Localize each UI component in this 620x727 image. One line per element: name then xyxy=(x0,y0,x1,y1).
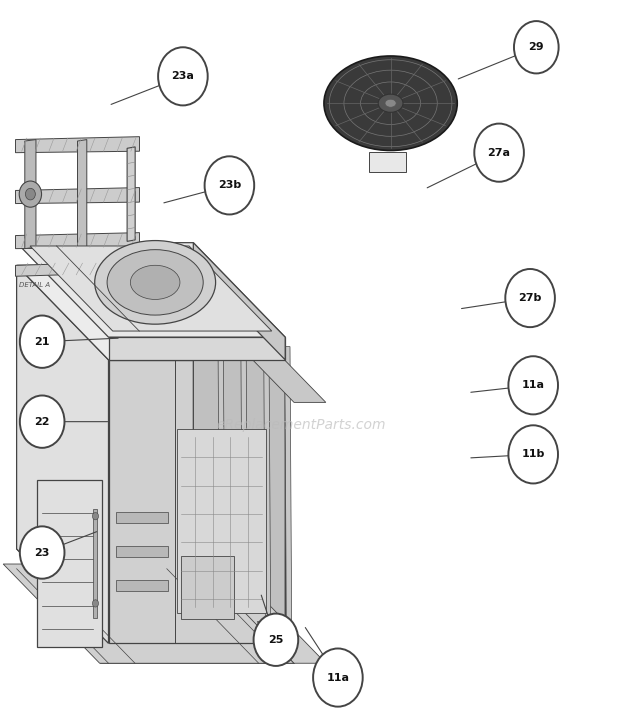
Circle shape xyxy=(20,526,64,579)
Polygon shape xyxy=(202,308,326,403)
Polygon shape xyxy=(100,643,294,663)
Polygon shape xyxy=(37,480,102,647)
Text: 11a: 11a xyxy=(521,380,545,390)
Circle shape xyxy=(19,181,42,207)
Polygon shape xyxy=(16,188,140,204)
Polygon shape xyxy=(257,622,268,625)
Polygon shape xyxy=(285,347,292,652)
Polygon shape xyxy=(108,337,285,360)
Polygon shape xyxy=(193,243,285,360)
Circle shape xyxy=(92,513,99,520)
Polygon shape xyxy=(78,140,87,249)
Polygon shape xyxy=(16,262,133,276)
Polygon shape xyxy=(117,512,167,523)
Polygon shape xyxy=(117,580,167,592)
Circle shape xyxy=(508,356,558,414)
Circle shape xyxy=(508,425,558,483)
Circle shape xyxy=(20,395,64,448)
Text: DETAIL A: DETAIL A xyxy=(19,282,50,288)
Polygon shape xyxy=(16,137,140,153)
Circle shape xyxy=(92,600,99,607)
Polygon shape xyxy=(17,243,285,337)
Circle shape xyxy=(514,21,559,73)
Ellipse shape xyxy=(378,95,403,112)
Text: 27a: 27a xyxy=(487,148,511,158)
Ellipse shape xyxy=(95,241,216,324)
Polygon shape xyxy=(234,598,245,602)
Circle shape xyxy=(20,316,64,368)
Polygon shape xyxy=(202,569,326,663)
Polygon shape xyxy=(17,549,285,643)
Polygon shape xyxy=(280,646,291,649)
Text: 27b: 27b xyxy=(518,293,542,303)
Polygon shape xyxy=(17,265,193,549)
Polygon shape xyxy=(3,564,294,663)
Text: 23a: 23a xyxy=(172,71,194,81)
Polygon shape xyxy=(117,546,167,558)
Circle shape xyxy=(474,124,524,182)
Polygon shape xyxy=(16,233,140,249)
Ellipse shape xyxy=(385,99,396,108)
Circle shape xyxy=(25,188,35,200)
Polygon shape xyxy=(369,152,406,172)
Circle shape xyxy=(254,614,298,666)
Ellipse shape xyxy=(130,265,180,300)
Polygon shape xyxy=(127,147,135,241)
Polygon shape xyxy=(30,246,272,331)
Polygon shape xyxy=(181,556,234,619)
Polygon shape xyxy=(17,265,285,360)
Ellipse shape xyxy=(324,56,458,150)
Ellipse shape xyxy=(107,249,203,315)
Polygon shape xyxy=(241,301,248,606)
Text: 25: 25 xyxy=(268,635,283,645)
Text: 29: 29 xyxy=(528,42,544,52)
Polygon shape xyxy=(218,278,225,583)
Circle shape xyxy=(205,156,254,214)
Polygon shape xyxy=(93,509,97,618)
Polygon shape xyxy=(193,265,285,643)
Circle shape xyxy=(313,648,363,707)
Circle shape xyxy=(158,47,208,105)
Polygon shape xyxy=(108,360,285,643)
Polygon shape xyxy=(264,325,271,630)
Text: eReplacementParts.com: eReplacementParts.com xyxy=(216,418,386,433)
Polygon shape xyxy=(25,140,36,249)
Circle shape xyxy=(505,269,555,327)
Text: 11b: 11b xyxy=(521,449,545,459)
Polygon shape xyxy=(177,429,266,613)
Text: 11a: 11a xyxy=(326,672,350,683)
Text: 21: 21 xyxy=(35,337,50,347)
Text: 23b: 23b xyxy=(218,180,241,190)
Polygon shape xyxy=(211,574,222,578)
Polygon shape xyxy=(198,544,294,663)
Text: 22: 22 xyxy=(35,417,50,427)
Text: 23: 23 xyxy=(35,547,50,558)
Polygon shape xyxy=(17,265,108,643)
